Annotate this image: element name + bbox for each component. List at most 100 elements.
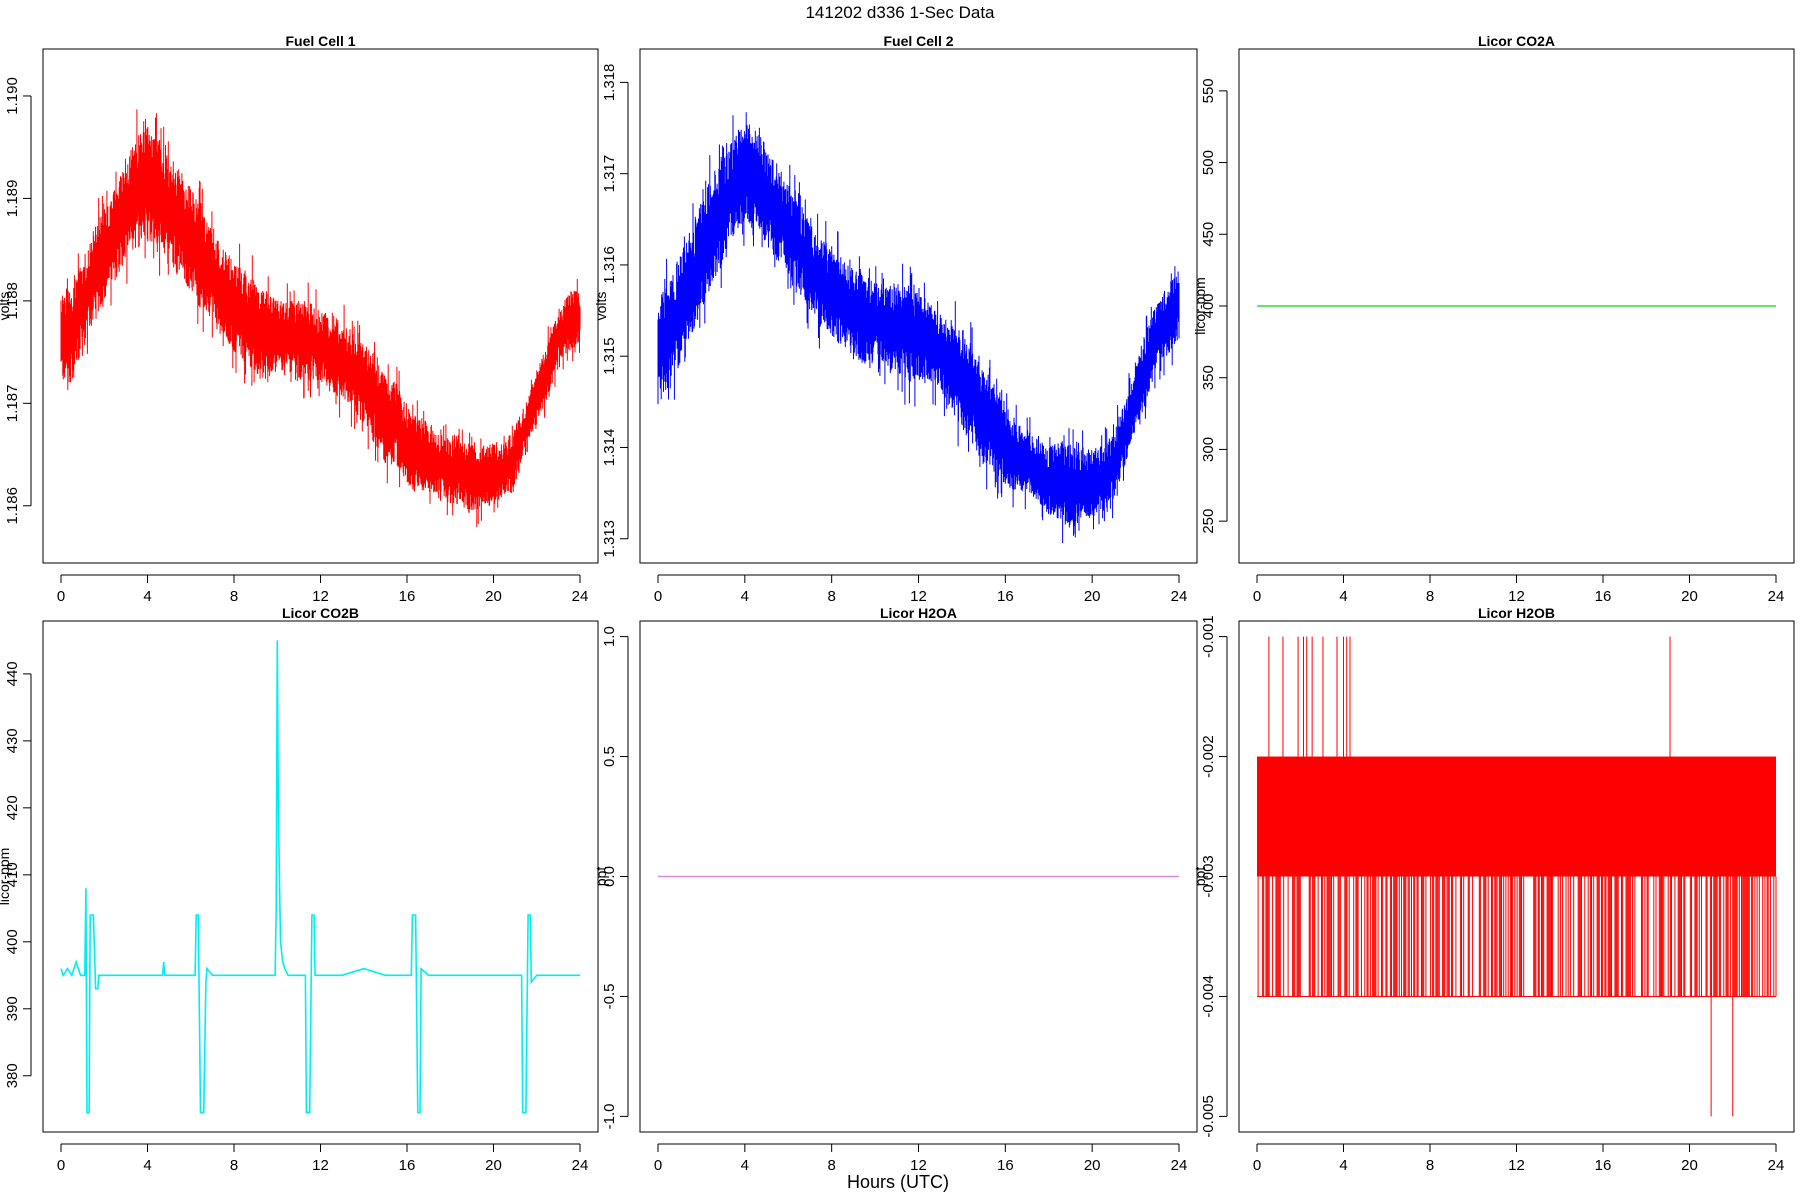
panel-title: Licor H2OA bbox=[880, 605, 957, 621]
x-axis: 0 4 8 12 16 20 24 bbox=[654, 1143, 1188, 1174]
y-tick-label: -0.005 bbox=[1200, 1095, 1217, 1138]
x-tick-label: 0 bbox=[1253, 1157, 1261, 1174]
y-tick-label: 300 bbox=[1200, 437, 1217, 462]
y-tick-label: 380 bbox=[4, 1063, 21, 1088]
y-tick-label: 440 bbox=[4, 661, 21, 686]
plot-frame bbox=[42, 48, 599, 564]
panel-title: Licor H2OB bbox=[1478, 605, 1555, 621]
x-tick-label: 16 bbox=[399, 588, 416, 605]
plot-frame bbox=[42, 620, 599, 1133]
x-axis: 0 4 8 12 16 20 24 bbox=[1253, 1143, 1785, 1174]
x-tick-label: 24 bbox=[1171, 588, 1188, 605]
x-tick-label: 4 bbox=[1339, 1157, 1347, 1174]
y-tick-label: -0.003 bbox=[1200, 855, 1217, 898]
y-tick-label: 1.318 bbox=[601, 64, 618, 102]
x-tick-label: 8 bbox=[230, 1157, 238, 1174]
y-tick-label: 250 bbox=[1200, 509, 1217, 534]
series-licor-h2ob bbox=[1257, 636, 1777, 1117]
x-tick-label: 20 bbox=[1084, 588, 1101, 605]
y-axis-label: volts bbox=[593, 292, 609, 321]
x-tick-label: 0 bbox=[1253, 588, 1261, 605]
y-tick-label: 500 bbox=[1200, 150, 1217, 175]
x-tick-label: 0 bbox=[57, 1157, 65, 1174]
y-axis-label: volts bbox=[0, 292, 12, 321]
y-axis: -0.005 -0.004 -0.003 -0.002 -0.001 bbox=[1200, 615, 1228, 1138]
x-tick-label: 12 bbox=[312, 1157, 329, 1174]
x-tick-label: 8 bbox=[230, 588, 238, 605]
y-tick-label: 430 bbox=[4, 728, 21, 753]
y-tick-label: 410 bbox=[4, 862, 21, 887]
panel-title: Fuel Cell 2 bbox=[883, 33, 953, 49]
x-tick-label: 24 bbox=[1768, 1157, 1785, 1174]
chart-panel-5: Licor H2OA ppt 0 4 8 12 16 20 24 -1.0 -0.5 0.0 0.5 1.… bbox=[593, 605, 1198, 1174]
y-tick-label: 1.314 bbox=[601, 429, 618, 467]
y-tick-label: 1.0 bbox=[601, 626, 618, 647]
x-tick-label: 8 bbox=[827, 1157, 835, 1174]
plot-frame bbox=[1238, 620, 1795, 1133]
y-tick-label: 400 bbox=[4, 929, 21, 954]
y-tick-label: 1.189 bbox=[4, 180, 21, 218]
y-tick-label: -0.002 bbox=[1200, 735, 1217, 778]
series-lower-lines bbox=[1257, 876, 1777, 997]
x-tick-label: 24 bbox=[572, 588, 589, 605]
y-tick-label: 1.317 bbox=[601, 155, 618, 193]
y-axis-label: ppt bbox=[593, 867, 609, 887]
series-licor-co2b bbox=[60, 640, 580, 1114]
x-tick-label: 12 bbox=[910, 588, 927, 605]
x-tick-label: 0 bbox=[57, 588, 65, 605]
x-tick-label: 0 bbox=[654, 1157, 662, 1174]
x-axis: 0 4 8 12 16 20 24 bbox=[57, 574, 589, 605]
x-tick-label: 8 bbox=[1426, 588, 1434, 605]
x-tick-label: 20 bbox=[485, 588, 502, 605]
x-tick-label: 16 bbox=[997, 1157, 1014, 1174]
y-axis: -1.0 -0.5 0.0 0.5 1.0 bbox=[601, 626, 629, 1129]
y-axis-label: licor-ppm bbox=[1192, 277, 1208, 335]
y-axis: 250 300 350 400 450 500 550 bbox=[1200, 78, 1228, 534]
x-tick-label: 20 bbox=[1681, 1157, 1698, 1174]
x-tick-label: 12 bbox=[1508, 1157, 1525, 1174]
x-axis: 0 4 8 12 16 20 24 bbox=[57, 1143, 588, 1174]
x-tick-label: 12 bbox=[312, 588, 329, 605]
plot-frame bbox=[639, 48, 1198, 564]
x-tick-label: 16 bbox=[1595, 588, 1612, 605]
x-tick-label: 4 bbox=[143, 588, 151, 605]
plot-frame bbox=[639, 620, 1198, 1133]
y-tick-label: 1.313 bbox=[601, 520, 618, 558]
x-tick-label: 24 bbox=[1768, 588, 1785, 605]
x-tick-label: 20 bbox=[485, 1157, 502, 1174]
chart-panel-4: Licor CO2B licor-ppm 0 4 8 12 16 20 24 380 390 400 4… bbox=[0, 605, 599, 1174]
x-tick-label: 12 bbox=[910, 1157, 927, 1174]
y-tick-label: 390 bbox=[4, 996, 21, 1021]
panel-title: Licor CO2A bbox=[1478, 33, 1555, 49]
series-fuel-cell-2 bbox=[657, 112, 1180, 544]
y-tick-label: 1.316 bbox=[601, 246, 618, 284]
x-tick-label: 4 bbox=[741, 1157, 749, 1174]
y-tick-label: 1.187 bbox=[4, 385, 21, 423]
y-tick-label: 420 bbox=[4, 795, 21, 820]
x-axis: 0 4 8 12 16 20 24 bbox=[654, 574, 1188, 605]
x-tick-label: 20 bbox=[1681, 588, 1698, 605]
y-tick-label: 1.190 bbox=[4, 77, 21, 115]
x-axis-title: Hours (UTC) bbox=[847, 1172, 949, 1192]
panel-title: Licor CO2B bbox=[282, 605, 359, 621]
y-axis-label: ppt bbox=[1192, 867, 1208, 887]
y-axis-label: licor-ppm bbox=[0, 848, 12, 906]
y-axis: 1.313 1.314 1.315 1.316 1.317 1.318 bbox=[601, 64, 629, 558]
series-line bbox=[60, 640, 580, 1114]
x-tick-label: 12 bbox=[1508, 588, 1525, 605]
x-tick-label: 4 bbox=[143, 1157, 151, 1174]
y-tick-label: -1.0 bbox=[601, 1103, 618, 1129]
series-fuel-cell-1 bbox=[60, 109, 581, 528]
x-axis: 0 4 8 12 16 20 24 bbox=[1253, 574, 1785, 605]
plot-frame bbox=[1238, 48, 1795, 564]
x-tick-label: 24 bbox=[1171, 1157, 1188, 1174]
series-core-block bbox=[1257, 756, 1776, 877]
y-tick-label: 0.5 bbox=[601, 746, 618, 767]
y-tick-label: 1.186 bbox=[4, 487, 21, 525]
y-tick-label: -0.5 bbox=[601, 984, 618, 1010]
